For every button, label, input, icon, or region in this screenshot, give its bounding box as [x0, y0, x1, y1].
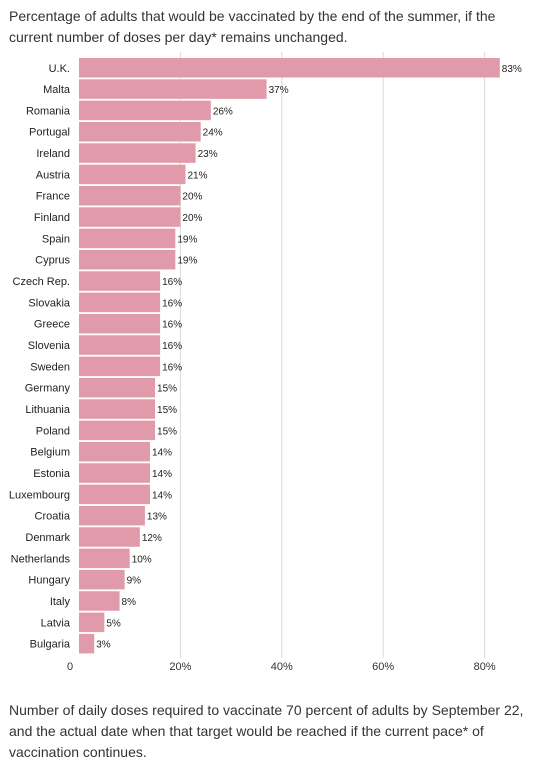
value-label: 24%	[203, 128, 223, 139]
value-label: 23%	[198, 149, 218, 160]
category-label: Finland	[34, 212, 70, 224]
category-label: Cyprus	[35, 255, 70, 267]
value-label: 15%	[157, 384, 177, 395]
category-label: Slovakia	[28, 297, 70, 309]
value-label: 8%	[122, 597, 137, 608]
value-label: 5%	[106, 618, 121, 629]
bar	[79, 591, 120, 611]
value-label: 16%	[162, 362, 182, 373]
value-label: 15%	[157, 405, 177, 416]
category-label: Estonia	[33, 468, 71, 480]
bar	[79, 612, 105, 633]
value-label: 14%	[152, 469, 172, 480]
x-tick-label: 80%	[474, 661, 496, 673]
bar	[79, 185, 181, 206]
category-label: Malta	[43, 84, 71, 96]
bar	[79, 292, 161, 313]
category-label: Hungary	[28, 575, 70, 587]
chart-title: Percentage of adults that would be vacci…	[9, 8, 496, 45]
category-label: Italy	[50, 596, 71, 608]
value-label: 3%	[96, 640, 111, 651]
value-label: 19%	[177, 256, 197, 267]
category-label: Austria	[36, 169, 71, 181]
bar	[79, 548, 130, 569]
category-label: Belgium	[30, 447, 70, 459]
category-label: Poland	[36, 425, 70, 437]
value-label: 21%	[187, 170, 207, 181]
x-axis-ticks: 0 20% 40% 60% 80%	[67, 661, 496, 673]
value-label: 16%	[162, 277, 182, 288]
bar	[79, 143, 196, 163]
value-label: 13%	[147, 512, 167, 523]
bar	[79, 377, 156, 398]
category-label: France	[36, 191, 70, 203]
bar	[79, 121, 201, 142]
bar	[79, 505, 145, 526]
bar	[79, 228, 176, 249]
bar	[79, 569, 125, 590]
bars	[79, 58, 500, 654]
bar	[79, 271, 161, 291]
category-labels: U.K. Malta Romania Portugal Ireland Austria Fr…	[9, 63, 71, 651]
value-label: 14%	[152, 490, 172, 501]
category-label: Czech Rep.	[13, 276, 70, 288]
value-label: 9%	[127, 576, 142, 587]
value-label: 16%	[162, 298, 182, 309]
x-tick-label: 20%	[169, 661, 191, 673]
value-label: 12%	[142, 533, 162, 544]
category-label: Portugal	[29, 127, 70, 139]
value-label: 20%	[182, 192, 202, 203]
value-label: 16%	[162, 341, 182, 352]
bar	[79, 527, 140, 547]
bar	[79, 79, 267, 99]
bar-chart: U.K. Malta Romania Portugal Ireland Austria Fr…	[9, 52, 522, 673]
x-tick-label: 60%	[372, 661, 394, 673]
value-labels: 83% 37% 26% 24% 23% 21% 20% 20% 19% 19% 16% 16% 16% 1…	[96, 64, 522, 651]
value-label: 37%	[269, 85, 289, 96]
category-label: Ireland	[36, 148, 70, 160]
value-label: 19%	[177, 234, 197, 245]
bar	[79, 441, 150, 462]
value-label: 16%	[162, 320, 182, 331]
value-label: 10%	[132, 554, 152, 565]
grid-lines	[179, 52, 486, 658]
bar	[79, 463, 150, 483]
category-label: Denmark	[25, 532, 70, 544]
category-label: Spain	[42, 233, 70, 245]
category-label: Lithuania	[25, 404, 71, 416]
bar	[79, 356, 161, 377]
footer-note: Number of daily doses required to vaccin…	[9, 702, 524, 760]
category-label: Germany	[25, 383, 71, 395]
category-label: Greece	[34, 319, 70, 331]
category-label: Sweden	[30, 361, 70, 373]
category-label: Croatia	[35, 511, 71, 523]
value-label: 83%	[502, 64, 522, 75]
category-label: Bulgaria	[30, 639, 71, 651]
category-label: U.K.	[49, 63, 70, 75]
bar	[79, 100, 211, 121]
category-label: Netherlands	[11, 553, 71, 565]
category-label: Latvia	[41, 617, 71, 629]
bar	[79, 249, 176, 270]
bar	[79, 207, 181, 227]
bar	[79, 313, 161, 334]
bar	[79, 335, 161, 355]
x-tick-label: 0	[67, 661, 73, 673]
bar	[79, 484, 150, 505]
bar	[79, 633, 95, 654]
value-label: 26%	[213, 106, 233, 117]
bar	[79, 58, 500, 78]
bar	[79, 420, 156, 441]
bar	[79, 399, 156, 419]
value-label: 15%	[157, 426, 177, 437]
bar	[79, 164, 186, 185]
value-label: 14%	[152, 448, 172, 459]
category-label: Luxembourg	[9, 489, 70, 501]
category-label: Romania	[26, 105, 71, 117]
value-label: 20%	[182, 213, 202, 224]
x-tick-label: 40%	[271, 661, 293, 673]
category-label: Slovenia	[28, 340, 71, 352]
